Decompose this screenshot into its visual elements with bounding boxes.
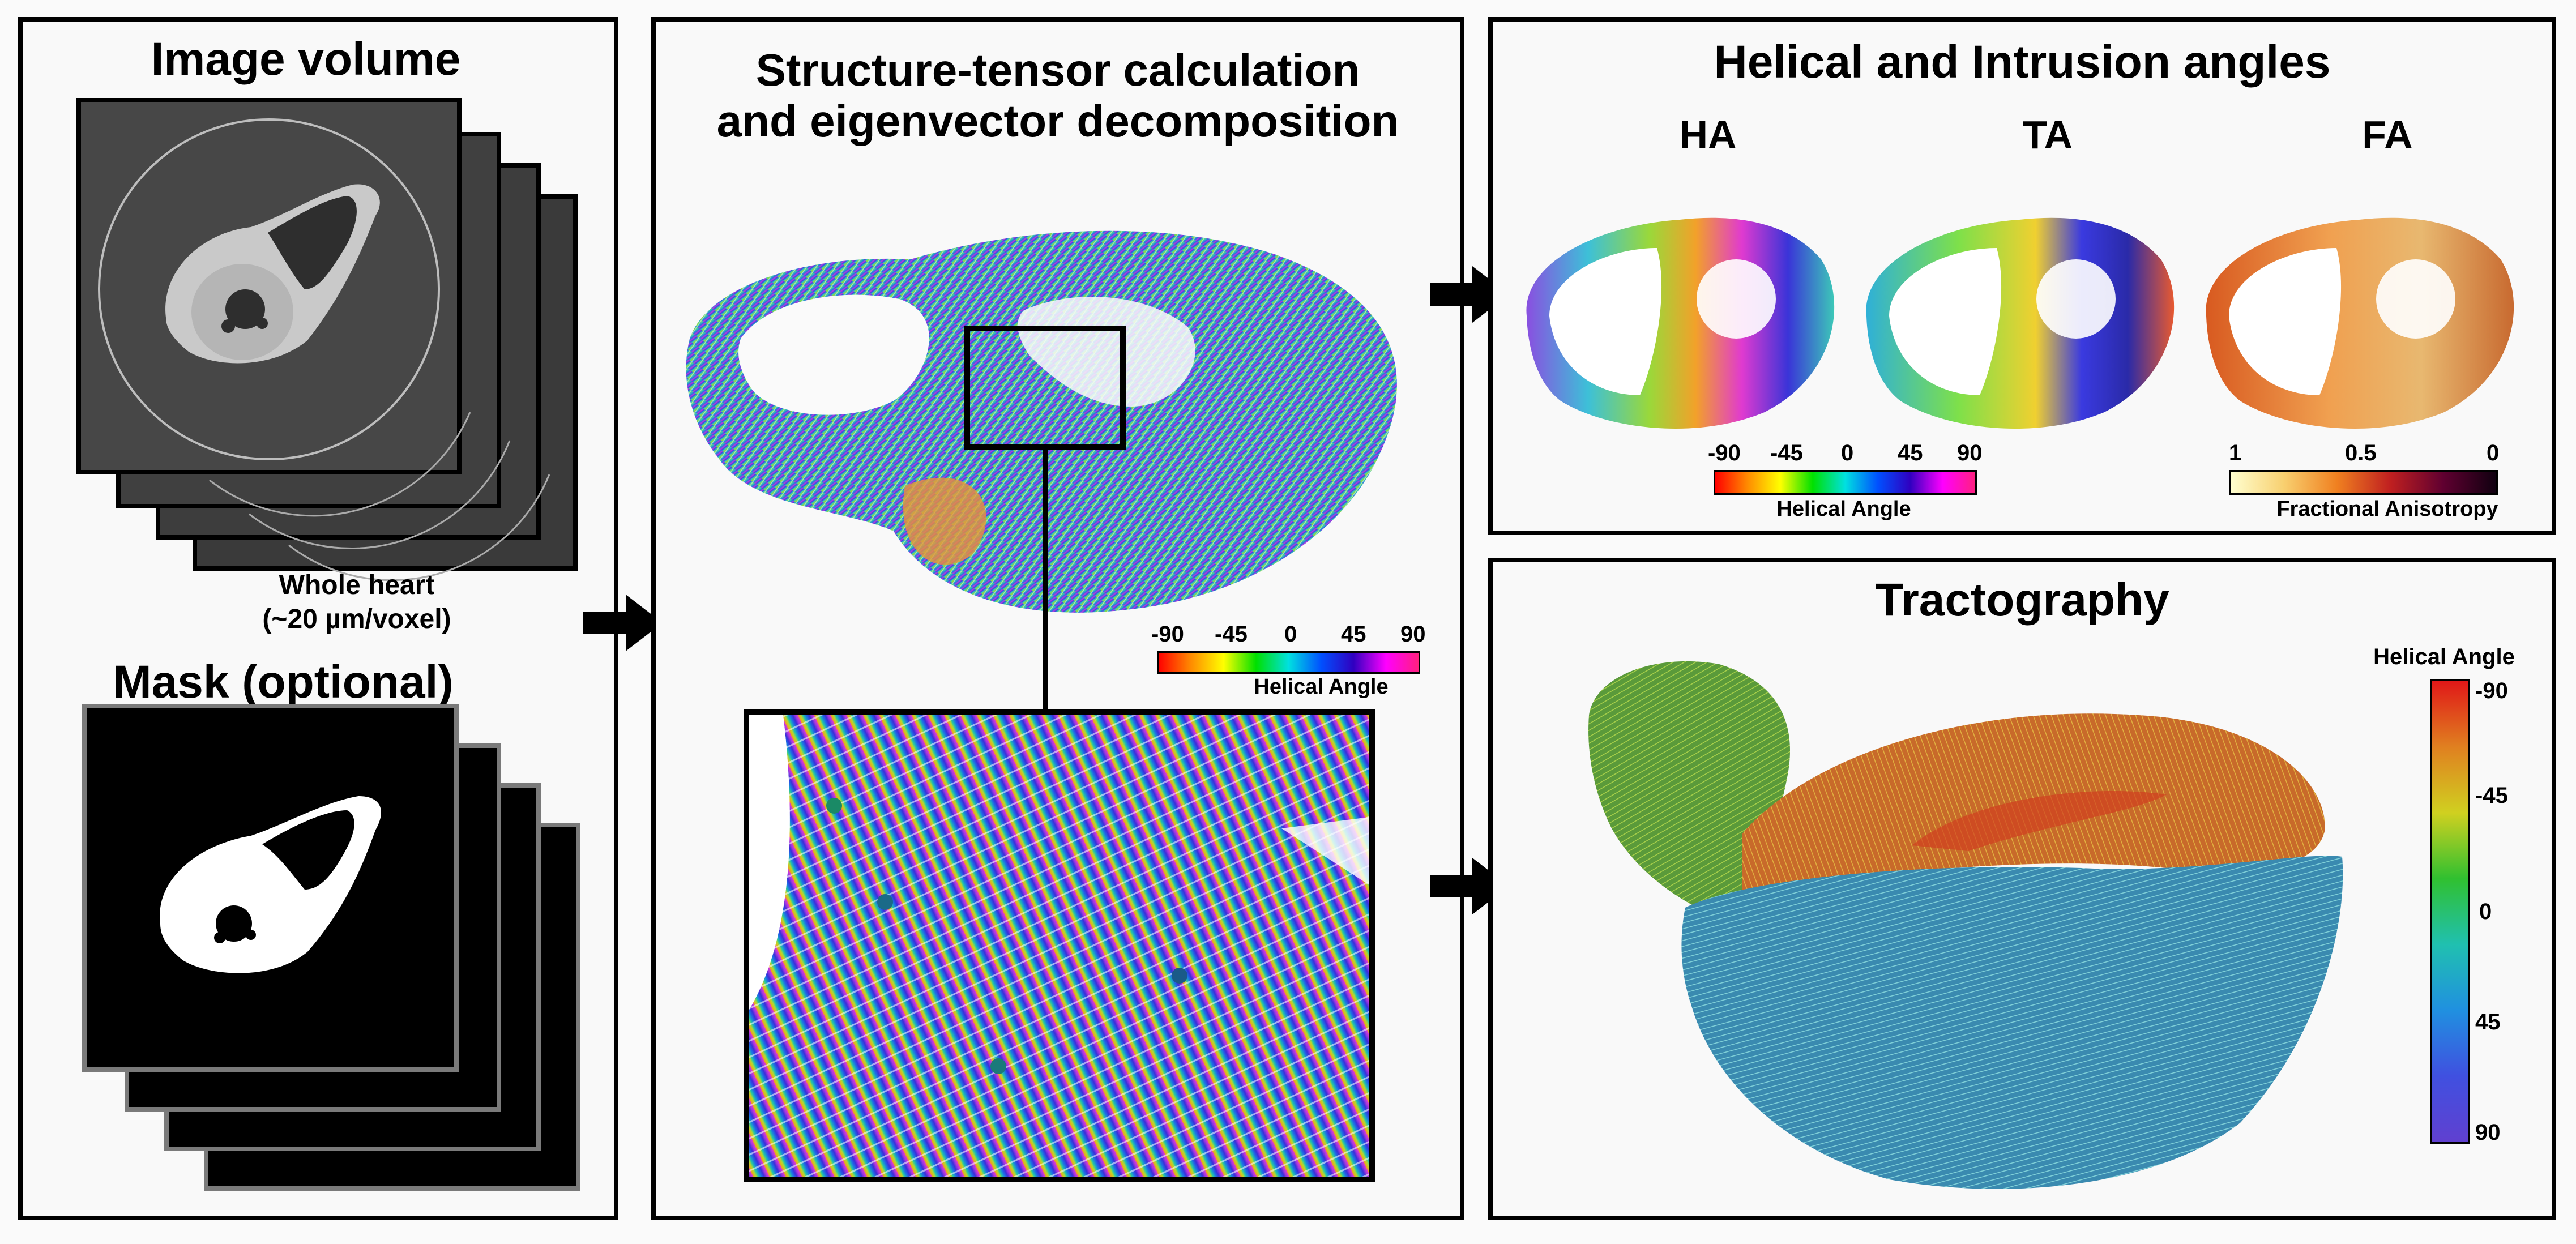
tensor-cb-bar <box>1157 651 1420 674</box>
zoom-arrows-image <box>749 715 1369 1177</box>
ha-cb-tick-3: 45 <box>1898 441 1923 465</box>
ta-map <box>1866 217 2175 429</box>
tracto-cb-tick-2: 0 <box>2479 899 2492 924</box>
image-volume-title: Image volume <box>151 33 461 85</box>
fa-cb-tick-0: 1 <box>2229 441 2242 465</box>
map-label-ta: TA <box>2022 113 2073 157</box>
heart-mask-image <box>160 796 381 973</box>
tensor-title-line2: and eigenvector decomposition <box>716 96 1399 146</box>
tensor-cb-tick-2: 0 <box>1284 622 1297 647</box>
tensor-cb-tick-1: -45 <box>1215 622 1248 647</box>
tractography-image <box>1588 661 2343 1189</box>
mask-title: Mask (optional) <box>113 656 454 708</box>
ha-cb-tick-1: -45 <box>1770 441 1803 465</box>
ha-cb-label: Helical Angle <box>1776 497 1911 521</box>
tensor-cb-tick-3: 45 <box>1341 622 1366 647</box>
fa-cb-tick-1: 0.5 <box>2345 441 2377 465</box>
tracto-cb-tick-0: -90 <box>2475 678 2508 703</box>
fa-map <box>2206 217 2514 429</box>
map-label-fa: FA <box>2362 113 2413 157</box>
tensor-panel: Structure-tensor calculation and eigenve… <box>651 17 1464 1220</box>
voxel-size-label: (~20 µm/voxel) <box>262 604 451 634</box>
ha-map <box>1526 217 1835 429</box>
slice-edge-arcs <box>209 412 550 582</box>
ha-cb-tick-2: 0 <box>1841 441 1854 465</box>
arrow-input-to-tensor <box>583 595 663 651</box>
ha-cb-bar <box>1714 470 1977 495</box>
tracto-cb-bar <box>2430 679 2470 1144</box>
mask-slice-front <box>82 704 459 1072</box>
fa-cb-bar <box>2229 470 2498 495</box>
ha-colorbar: -90 -45 0 45 90 Helical Angle <box>1708 441 1985 521</box>
fa-cb-tick-2: 0 <box>2487 441 2500 465</box>
heart-ct-slice-image <box>98 118 440 460</box>
tensor-title-line1: Structure-tensor calculation <box>755 45 1360 95</box>
fa-cb-label: Fractional Anisotropy <box>2276 497 2498 521</box>
tracto-colorbar: Helical Angle -90 -45 0 45 90 <box>2359 644 2540 1154</box>
fa-colorbar: 1 0.5 0 Fractional Anisotropy <box>2229 441 2523 521</box>
tracto-cb-tick-1: -45 <box>2475 783 2508 808</box>
tensor-cb-label: Helical Angle <box>1254 675 1389 699</box>
input-panel: Image volume Whole heart (~20 µm/voxel) … <box>18 17 618 1220</box>
angle-maps-image <box>1526 217 2514 429</box>
tracto-cb-tick-4: 90 <box>2475 1120 2501 1145</box>
tensor-cb-tick-4: 90 <box>1400 622 1426 647</box>
map-label-ha: HA <box>1679 113 1737 157</box>
tensor-cb-tick-0: -90 <box>1151 622 1184 647</box>
ha-cb-tick-0: -90 <box>1708 441 1741 465</box>
zoom-inset <box>744 709 1375 1182</box>
whole-heart-label: Whole heart <box>279 570 435 600</box>
eigenvector-field-image <box>686 230 1397 718</box>
ha-cb-tick-4: 90 <box>1957 441 1983 465</box>
tracto-cb-tick-3: 45 <box>2475 1010 2501 1034</box>
tractography-panel: Tractography Helical Angle -90 -45 0 <box>1488 558 2556 1220</box>
tensor-helical-colorbar: -90 -45 0 45 90 Helical Angle <box>1151 622 1426 699</box>
image-slice-front <box>76 98 462 474</box>
tractography-title: Tractography <box>1875 574 2169 626</box>
angles-title: Helical and Intrusion angles <box>1714 36 2331 88</box>
tracto-cb-label: Helical Angle <box>2373 644 2515 669</box>
angles-panel: Helical and Intrusion angles HA TA FA <box>1488 17 2556 535</box>
